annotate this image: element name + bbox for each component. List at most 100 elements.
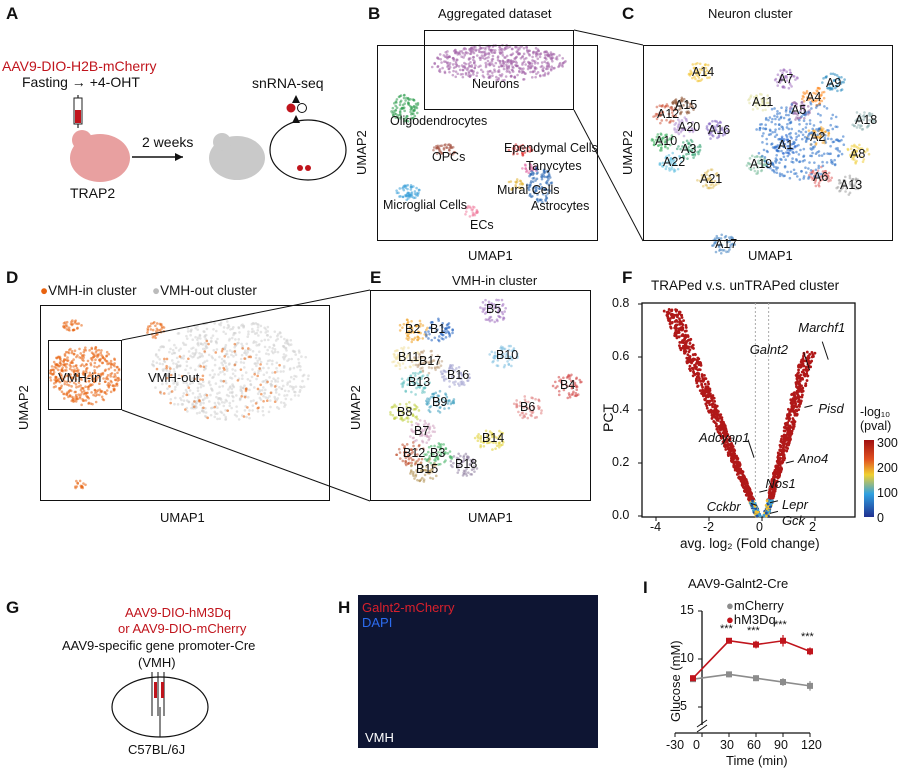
umap-cluster bbox=[810, 94, 814, 98]
umap-cluster bbox=[652, 143, 656, 147]
umap-cluster bbox=[669, 138, 673, 141]
umap-cluster bbox=[533, 62, 537, 65]
umap-cluster bbox=[495, 78, 498, 82]
umap-cluster bbox=[536, 57, 540, 61]
umap-cluster bbox=[802, 103, 806, 107]
umap-cluster bbox=[401, 103, 405, 107]
umap-cluster bbox=[468, 48, 471, 51]
umap-cluster bbox=[834, 86, 837, 90]
umap-cluster bbox=[522, 78, 526, 81]
umap-cluster bbox=[406, 187, 409, 191]
umap-cluster bbox=[521, 55, 525, 58]
umap-cluster bbox=[529, 70, 532, 74]
umap-cluster bbox=[461, 68, 465, 72]
umap-cluster bbox=[518, 148, 521, 152]
umap-cluster bbox=[518, 70, 521, 74]
umap-cluster bbox=[692, 66, 696, 70]
umap-cluster bbox=[717, 121, 720, 125]
umap-cluster bbox=[518, 182, 522, 186]
umap-cluster bbox=[479, 58, 482, 62]
umap-cluster bbox=[781, 71, 784, 75]
umap-cluster bbox=[528, 174, 531, 178]
umap-cluster bbox=[787, 86, 791, 90]
umap-cluster bbox=[792, 101, 795, 104]
umap-cluster bbox=[449, 146, 453, 149]
umap-cluster bbox=[719, 251, 723, 255]
umap-cluster bbox=[655, 135, 659, 139]
umap-cluster bbox=[458, 68, 462, 72]
umap-cluster bbox=[678, 122, 681, 126]
umap-cluster bbox=[788, 83, 792, 86]
umap-cluster bbox=[691, 130, 695, 134]
umap-cluster bbox=[514, 60, 517, 63]
umap-cluster bbox=[452, 151, 455, 155]
umap-cluster bbox=[487, 47, 491, 50]
umap-cluster bbox=[546, 188, 550, 192]
umap-cluster bbox=[677, 145, 680, 148]
umap-cluster bbox=[405, 194, 408, 197]
umap-cluster bbox=[780, 77, 784, 80]
umap-cluster bbox=[514, 181, 518, 184]
umap-cluster bbox=[527, 188, 531, 192]
umap-cluster bbox=[701, 66, 704, 69]
umap-cluster bbox=[658, 104, 662, 107]
umap-cluster bbox=[776, 84, 780, 87]
umap-cluster bbox=[409, 105, 413, 109]
umap-cluster bbox=[528, 62, 531, 65]
umap-cluster bbox=[495, 75, 498, 79]
umap-cluster bbox=[714, 128, 718, 132]
umap-cluster bbox=[870, 120, 874, 123]
volcano-point bbox=[684, 329, 688, 333]
umap-cluster bbox=[677, 132, 681, 136]
umap-cluster bbox=[521, 153, 525, 157]
umap-cluster bbox=[820, 135, 823, 138]
umap-cluster bbox=[821, 81, 824, 84]
umap-cluster bbox=[557, 65, 560, 69]
umap-cluster bbox=[446, 57, 449, 60]
umap-cluster bbox=[486, 59, 490, 63]
umap-cluster bbox=[657, 144, 660, 147]
syringe-fill bbox=[75, 110, 81, 123]
umap-cluster bbox=[417, 188, 421, 192]
umap-cluster bbox=[396, 116, 400, 119]
umap-cluster bbox=[479, 46, 483, 50]
umap-cluster bbox=[402, 119, 406, 123]
umap-cluster bbox=[515, 50, 519, 54]
umap-cluster bbox=[519, 56, 523, 60]
umap-cluster bbox=[406, 183, 410, 187]
umap-cluster bbox=[821, 141, 825, 144]
umap-cluster bbox=[464, 52, 467, 55]
umap-cluster bbox=[440, 144, 444, 148]
umap-cluster bbox=[432, 146, 436, 149]
umap-cluster bbox=[543, 187, 547, 191]
umap-cluster bbox=[693, 75, 696, 79]
umap-cluster bbox=[491, 54, 495, 58]
umap-cluster bbox=[437, 69, 441, 73]
umap-cluster bbox=[672, 115, 676, 118]
umap-cluster bbox=[472, 55, 476, 59]
umap-cluster bbox=[693, 146, 697, 150]
umap-cluster bbox=[664, 139, 667, 142]
umap-cluster bbox=[655, 112, 659, 116]
umap-cluster bbox=[836, 89, 839, 93]
umap-cluster bbox=[833, 73, 837, 76]
umap-cluster bbox=[805, 89, 809, 93]
arrowhead bbox=[292, 115, 300, 123]
umap-cluster bbox=[399, 116, 403, 119]
umap-cluster bbox=[409, 97, 412, 101]
umap-cluster bbox=[510, 187, 514, 191]
umap-cluster bbox=[540, 185, 544, 189]
umap-cluster bbox=[867, 123, 871, 127]
umap-cluster bbox=[818, 99, 822, 102]
umap-cluster bbox=[540, 61, 544, 64]
umap-cluster bbox=[436, 65, 439, 69]
umap-cluster bbox=[700, 68, 704, 72]
umap-cluster bbox=[435, 152, 439, 155]
umap-cluster bbox=[678, 105, 682, 108]
umap-cluster bbox=[445, 146, 449, 149]
umap-cluster bbox=[475, 208, 479, 212]
umap-cluster bbox=[694, 128, 697, 132]
umap-cluster bbox=[535, 177, 539, 181]
umap-cluster bbox=[801, 100, 804, 104]
umap-cluster bbox=[799, 109, 803, 112]
